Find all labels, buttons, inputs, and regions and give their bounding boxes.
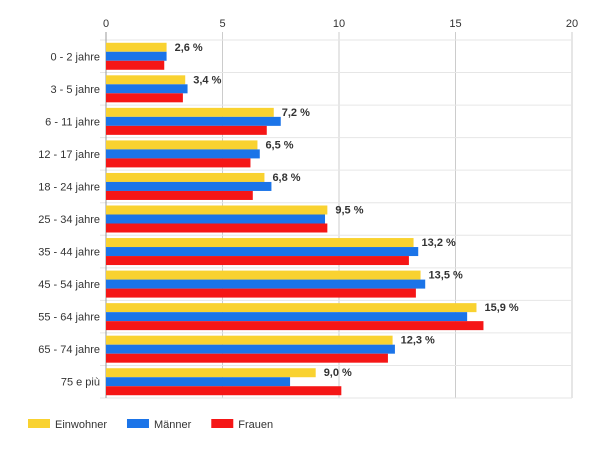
y-axis-categories: 0 - 2 jahre 3 - 5 jahre 6 - 11 jahre 12 - 1… [38,51,100,388]
data-labels: 2,6 % 3,4 % 7,2 % 6,5 % 6,8 % 9,5 % 13,2 % 13,5… [175,42,519,379]
data-label: 9,0 % [324,367,352,379]
bar-frauen-1 [106,93,183,103]
bar-einwohner-9 [106,335,393,345]
data-label: 9,5 % [335,205,363,217]
legend: Einwohner Männer Frauen [28,419,273,431]
data-label: 13,2 % [422,237,456,249]
data-label: 6,5 % [265,139,293,151]
category-label: 12 - 17 jahre [38,149,100,161]
bar-einwohner-5 [106,205,328,215]
category-label: 3 - 5 jahre [50,84,100,96]
data-label: 6,8 % [272,172,300,184]
legend-swatch-einwohner [28,419,50,428]
x-tick-label: 15 [449,18,461,30]
bar-frauen-7 [106,288,416,298]
bar-einwohner-6 [106,238,414,248]
bar-frauen-6 [106,256,409,266]
bar-männer-8 [106,312,468,322]
data-label: 15,9 % [484,302,518,314]
bar-männer-0 [106,51,167,61]
bar-einwohner-2 [106,107,274,117]
legend-label: Männer [154,419,192,431]
bar-männer-6 [106,247,419,257]
category-label: 75 e più [61,377,100,389]
x-tick-label: 5 [219,18,225,30]
bar-einwohner-8 [106,303,477,313]
bar-männer-9 [106,344,395,354]
legend-label: Frauen [238,419,273,431]
category-label: 65 - 74 jahre [38,344,100,356]
category-label: 6 - 11 jahre [45,116,100,128]
bar-einwohner-7 [106,270,421,280]
category-label: 45 - 54 jahre [38,279,100,291]
bar-frauen-8 [106,321,484,331]
bar-einwohner-10 [106,368,316,378]
bar-frauen-10 [106,386,342,396]
bar-frauen-4 [106,190,253,200]
bar-frauen-2 [106,125,267,135]
bar-einwohner-4 [106,172,265,182]
x-tick-label: 10 [333,18,345,30]
bar-einwohner-1 [106,75,186,85]
data-label: 13,5 % [429,270,463,282]
data-label: 3,4 % [193,74,221,86]
bar-männer-7 [106,279,426,289]
category-label: 35 - 44 jahre [38,247,100,259]
data-label: 2,6 % [175,42,203,54]
category-label: 25 - 34 jahre [38,214,100,226]
bar-männer-4 [106,181,272,191]
bar-frauen-9 [106,353,388,363]
bar-frauen-0 [106,60,165,70]
bar-männer-5 [106,214,326,224]
category-label: 18 - 24 jahre [38,181,100,193]
bar-frauen-3 [106,158,251,168]
category-label: 0 - 2 jahre [50,51,100,63]
legend-label: Einwohner [55,419,107,431]
legend-swatch-männer [126,419,149,428]
legend-swatch-frauen [211,419,234,428]
bar-männer-3 [106,149,260,159]
x-axis-ticks: 0 5 10 15 20 [103,18,578,30]
bar-männer-2 [106,116,281,126]
category-label: 55 - 64 jahre [38,312,100,324]
bar-einwohner-3 [106,140,258,150]
data-label: 7,2 % [282,107,310,119]
x-tick-label: 20 [566,18,578,30]
data-label: 12,3 % [401,335,435,347]
bar-männer-1 [106,84,188,94]
bar-frauen-5 [106,223,328,233]
x-tick-label: 0 [103,18,109,30]
bar-männer-10 [106,377,291,387]
bar-einwohner-0 [106,42,167,52]
bars [106,42,484,396]
